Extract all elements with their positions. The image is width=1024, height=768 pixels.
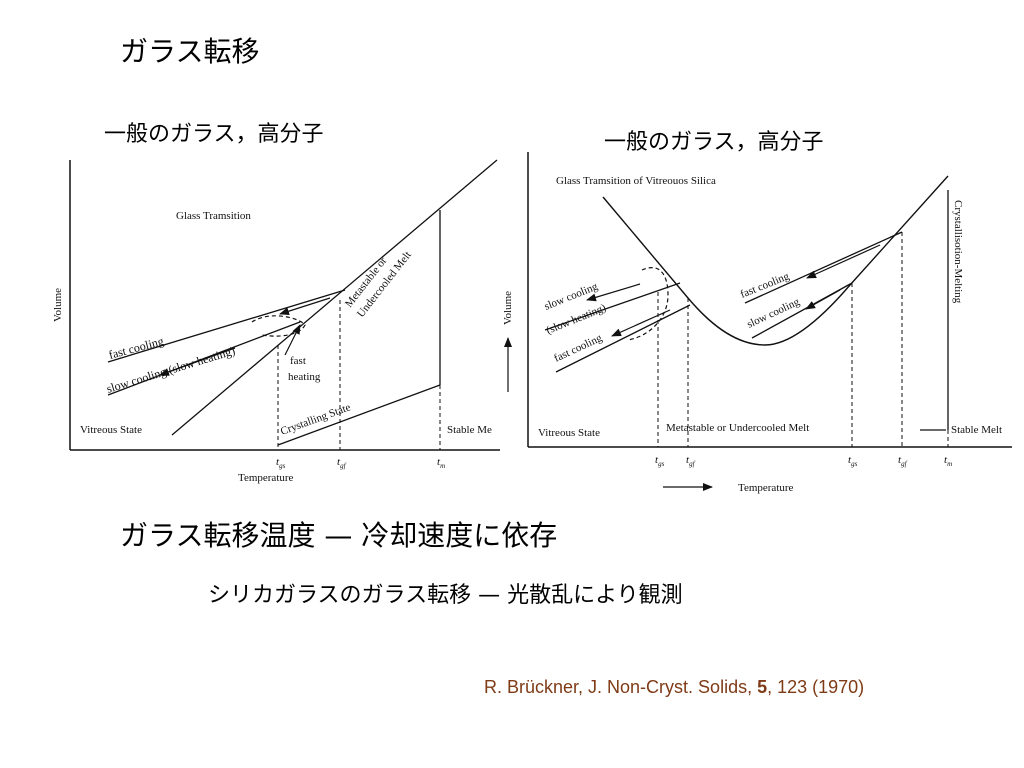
left-tick-tgs: tgs [276,456,286,470]
right-stable-label: Stable Melt [951,424,1002,436]
left-title: Glass Tramsition [176,210,251,222]
right-tick-tgs-1: tgs [655,454,665,468]
left-fast-cooling-arrow [279,297,331,316]
right-crystallization-label: Crystallisotion-Melting [952,200,964,304]
left-fast-cooling-line [107,289,346,363]
citation-authors: R. Brückner, J. Non-Cryst. Solids, [484,677,758,697]
citation-pages: , 123 (1970) [767,677,865,697]
right-melt-curve [602,175,949,346]
slide-title: ガラス転移 [120,35,260,68]
right-fast-cooling-left-label: fast cooling [552,332,604,365]
left-diagram-caption: 一般のガラス，高分子 [104,122,324,147]
left-tick-tm: tm [437,456,445,470]
glass-transition-headline: ガラス転移温度 — 冷却速度に依存 [120,519,558,552]
left-xlabel: Temperature [238,472,294,484]
right-tick-tgs-2: tgs [848,454,858,468]
silica-observation-line: シリカガラスのガラス転移 — 光散乱により観測 [208,583,683,608]
left-fast-heating-label-2: heating [288,371,321,383]
right-title: Glass Tramsition of Vitreouos Silica [556,175,716,187]
right-tick-tgf-1: tgf [686,454,696,468]
left-fast-cooling-label: fast cooling [107,334,165,362]
left-fast-heating-label-1: fast [290,355,306,367]
right-slow-cooling-line [544,282,681,331]
right-diagram: Glass Tramsition of Vitreouos Silica Vol… [502,152,1012,494]
left-vitreous-label: Vitreous State [80,424,142,436]
right-tick-tm: tm [944,454,952,468]
left-slow-cooling-line [107,321,301,396]
right-ylabel: Volume [502,291,514,325]
right-vitreous-label: Vitreous State [538,427,600,439]
left-stable-label: Stable Me [447,424,492,436]
left-diagram: Glass Tramsition Volume Temperature fast… [52,159,500,484]
right-xlabel: Temperature [738,482,794,494]
citation: R. Brückner, J. Non-Cryst. Solids, 5, 12… [484,677,864,698]
left-melt-line [171,159,498,436]
left-crystalling-label: Crystalling State [279,401,352,438]
right-dashed-loop [627,267,669,341]
left-slow-cooling-arrow [159,347,236,376]
left-tick-tgf: tgf [337,456,347,470]
left-crystal-line [277,384,441,446]
right-metastable-label: Metastable or Undercooled Melt [666,422,809,434]
left-ylabel: Volume [52,288,64,322]
citation-volume: 5 [757,677,768,697]
left-dashed-loop [251,315,306,337]
right-diagram-caption: 一般のガラス，高分子 [604,130,824,155]
right-fast-cooling-line [555,304,691,373]
right-tick-tgf-2: tgf [898,454,908,468]
left-fast-heating-arrow [284,324,301,356]
